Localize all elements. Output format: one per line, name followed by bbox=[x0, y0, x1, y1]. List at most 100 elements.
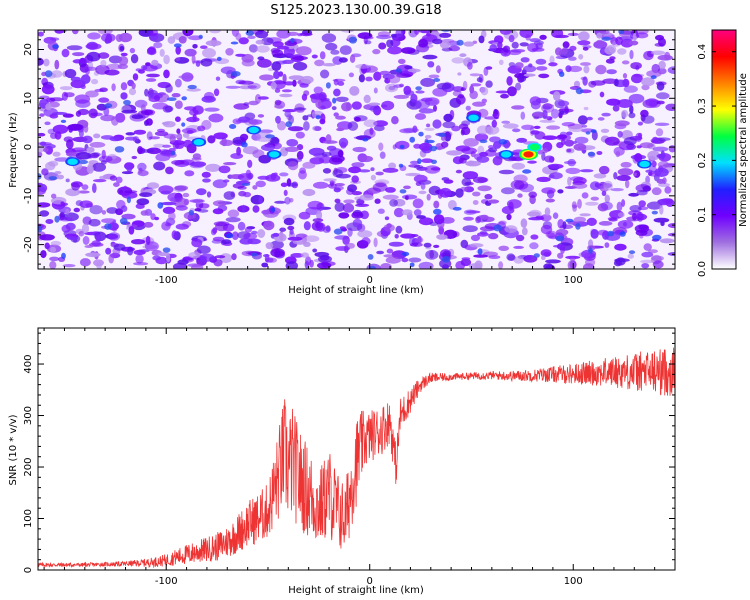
heatmap-cell bbox=[651, 160, 657, 168]
heatmap-cell bbox=[535, 215, 544, 219]
heatmap-cell bbox=[469, 73, 481, 77]
heatmap-cell bbox=[90, 152, 101, 157]
colorbar-tick-label: 0.3 bbox=[697, 98, 708, 114]
heatmap-cell bbox=[472, 191, 481, 197]
heatmap-cell bbox=[508, 201, 514, 211]
heatmap-cell bbox=[488, 199, 500, 204]
heatmap-cell bbox=[99, 175, 108, 180]
heatmap-cell bbox=[334, 183, 345, 187]
heatmap-cell bbox=[44, 70, 53, 78]
heatmap-cell bbox=[148, 136, 161, 140]
heatmap-cell bbox=[463, 41, 475, 47]
heatmap-cell bbox=[578, 54, 584, 60]
heatmap-cell bbox=[378, 42, 387, 50]
heatmap-cell bbox=[79, 258, 91, 267]
heatmap-cell bbox=[182, 132, 190, 138]
heatmap-cell bbox=[545, 259, 561, 264]
heatmap-cell bbox=[566, 131, 573, 136]
heatmap-cell bbox=[409, 136, 416, 143]
heatmap-cell bbox=[578, 31, 590, 41]
heatmap-cell bbox=[493, 224, 503, 232]
heatmap-cell bbox=[610, 188, 624, 192]
heatmap-cell bbox=[586, 116, 593, 121]
heatmap-cell bbox=[195, 60, 201, 67]
heatmap-cell bbox=[542, 135, 558, 140]
heatmap-cell bbox=[590, 196, 599, 201]
heatmap-cell bbox=[603, 180, 613, 191]
heatmap-cell bbox=[472, 200, 479, 205]
heatmap-cell bbox=[499, 59, 504, 65]
heatmap-cell bbox=[398, 163, 404, 168]
heatmap-cell bbox=[489, 44, 497, 52]
heatmap-cell bbox=[579, 213, 591, 217]
heatmap-cell bbox=[583, 106, 589, 111]
heatmap-cell bbox=[542, 105, 551, 110]
heatmap-cell bbox=[225, 85, 241, 89]
heatmap-cell bbox=[247, 85, 257, 89]
heatmap-cell bbox=[455, 188, 464, 198]
heatmap-cell bbox=[342, 203, 355, 213]
heatmap-cell bbox=[43, 147, 49, 153]
heatmap-cell bbox=[272, 41, 284, 48]
heatmap-cell bbox=[212, 200, 227, 207]
heatmap-cell bbox=[97, 52, 110, 59]
heatmap-cell bbox=[587, 151, 596, 157]
heatmap-cell bbox=[461, 257, 471, 261]
heatmap-cell bbox=[237, 173, 253, 182]
heatmap-cell bbox=[417, 158, 422, 165]
heatmap-cell bbox=[154, 94, 160, 101]
heatmap-cell bbox=[257, 175, 270, 180]
heatmap-cell bbox=[463, 138, 479, 147]
heatmap-cell bbox=[273, 172, 278, 177]
heatmap-cell bbox=[504, 225, 518, 234]
heatmap-cell bbox=[374, 198, 381, 204]
heatmap-cell bbox=[191, 263, 204, 269]
heatmap-cell bbox=[656, 178, 666, 184]
heatmap-cell bbox=[140, 210, 149, 216]
heatmap-cell bbox=[316, 210, 323, 221]
heatmap-cell bbox=[178, 75, 194, 79]
heatmap-cell bbox=[273, 70, 280, 80]
heatmap-cell bbox=[410, 93, 418, 103]
heatmap-cell bbox=[601, 190, 607, 196]
heatmap-cell bbox=[325, 42, 338, 51]
heatmap-cell bbox=[582, 76, 588, 86]
heatmap-cell bbox=[333, 88, 341, 97]
heatmap-cell bbox=[284, 110, 292, 118]
heatmap-cell bbox=[479, 139, 488, 144]
heatmap-cell bbox=[615, 36, 623, 46]
heatmap-cell bbox=[215, 76, 221, 81]
heatmap-cell bbox=[307, 200, 323, 210]
heatmap-cell bbox=[79, 57, 86, 65]
heatmap-cell bbox=[143, 221, 154, 228]
heatmap-cell bbox=[638, 200, 646, 208]
heatmap-cell bbox=[72, 30, 79, 35]
heatmap-cell bbox=[506, 253, 516, 261]
heatmap-cell bbox=[507, 86, 517, 97]
heatmap-cell bbox=[334, 185, 344, 191]
heatmap-cell bbox=[404, 65, 413, 70]
heatmap-cell bbox=[49, 256, 60, 262]
heatmap-cell bbox=[521, 227, 528, 236]
heatmap-cell bbox=[257, 58, 272, 68]
heatmap-cell bbox=[359, 194, 374, 201]
heatmap-cell bbox=[521, 124, 535, 130]
heatmap-cell bbox=[286, 182, 298, 187]
heatmap-cell bbox=[424, 134, 432, 139]
spectrogram-frame bbox=[37, 29, 676, 270]
heatmap-cell bbox=[302, 188, 316, 197]
y-tick-label: 20 bbox=[23, 43, 34, 56]
heatmap-cell bbox=[441, 255, 451, 263]
heatmap-cell bbox=[270, 207, 276, 213]
snr-xlabel: Height of straight line (km) bbox=[288, 585, 424, 596]
heatmap-cell bbox=[659, 205, 664, 215]
heatmap-cell bbox=[601, 112, 611, 117]
heatmap-cell bbox=[351, 101, 362, 110]
heatmap-cell bbox=[105, 247, 112, 255]
heatmap-cell bbox=[257, 96, 269, 100]
heatmap-cell bbox=[171, 160, 185, 165]
heatmap-cell bbox=[318, 156, 333, 164]
heatmap-cell bbox=[444, 131, 452, 142]
heatmap-cell bbox=[652, 234, 662, 241]
heatmap-cell bbox=[501, 120, 511, 124]
